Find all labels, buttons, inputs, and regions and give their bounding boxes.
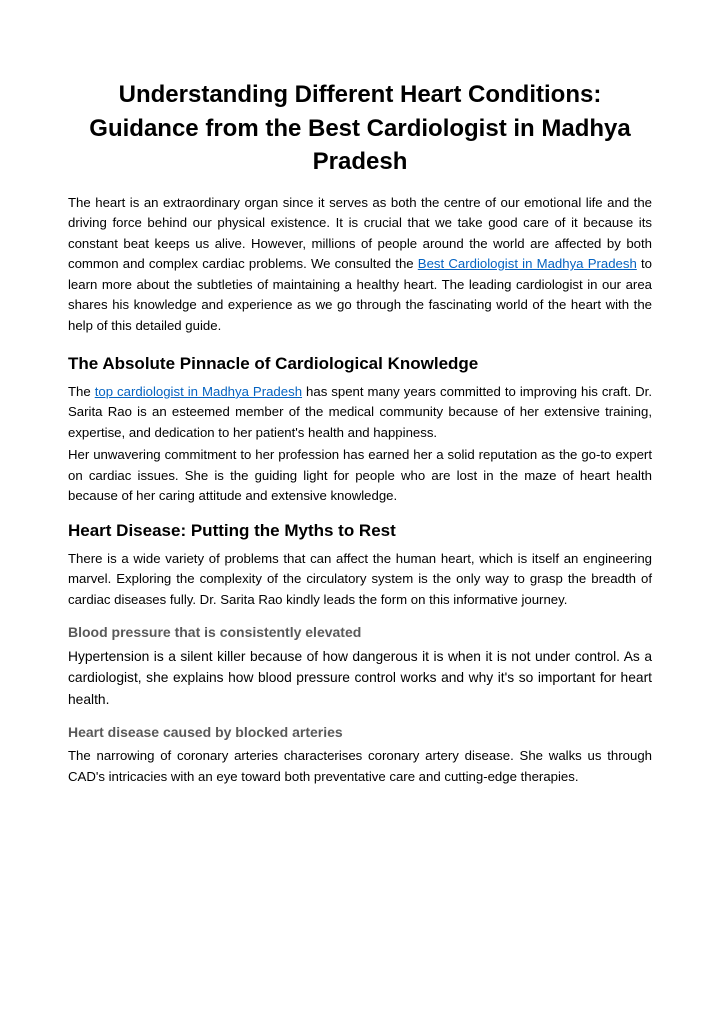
section-heading-pinnacle: The Absolute Pinnacle of Cardiological K… [68, 354, 652, 374]
sub-heading-blood-pressure: Blood pressure that is consistently elev… [68, 624, 652, 640]
sub-heading-blocked-arteries: Heart disease caused by blocked arteries [68, 724, 652, 740]
section4-para: The narrowing of coronary arteries chara… [68, 746, 652, 787]
section2-para: There is a wide variety of problems that… [68, 549, 652, 610]
section3-para: Hypertension is a silent killer because … [68, 646, 652, 710]
page-title: Understanding Different Heart Conditions… [68, 78, 652, 179]
section1-para1: The top cardiologist in Madhya Pradesh h… [68, 382, 652, 443]
section1-text-1: The [68, 384, 95, 399]
best-cardiologist-link[interactable]: Best Cardiologist in Madhya Pradesh [418, 256, 637, 271]
intro-paragraph: The heart is an extraordinary organ sinc… [68, 193, 652, 336]
top-cardiologist-link[interactable]: top cardiologist in Madhya Pradesh [95, 384, 302, 399]
section-heading-myths: Heart Disease: Putting the Myths to Rest [68, 521, 652, 541]
section1-para2: Her unwavering commitment to her profess… [68, 445, 652, 506]
